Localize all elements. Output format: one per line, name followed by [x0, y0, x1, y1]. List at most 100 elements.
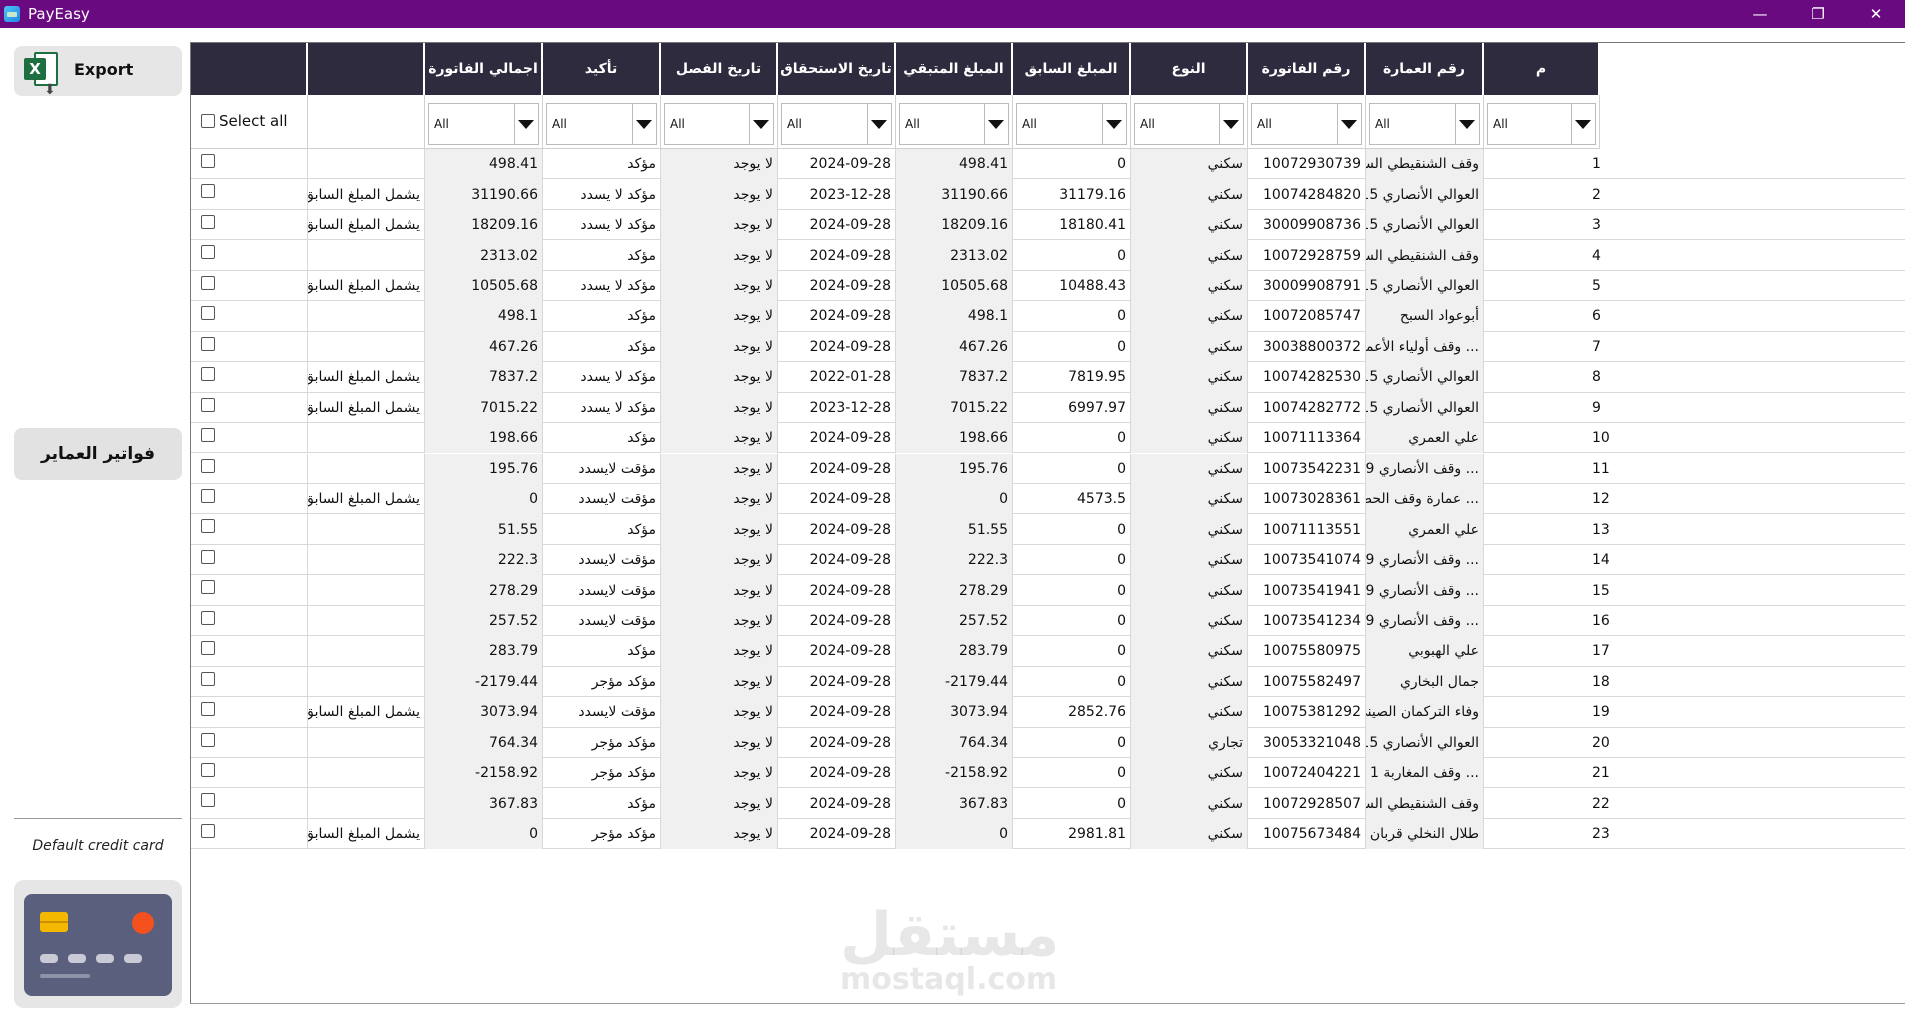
table-row[interactable]: 198.66 مؤكد لا يوجد 2024-09-28 198.66 0 سكني 10…	[191, 423, 1905, 454]
cell-due-date: 2023-12-28	[778, 392, 896, 424]
row-checkbox[interactable]	[201, 823, 215, 838]
column-header-cutoff[interactable]: تاريخ الفصل	[661, 43, 778, 95]
row-checkbox[interactable]	[201, 671, 215, 686]
row-checkbox[interactable]	[201, 488, 215, 503]
table-row[interactable]: 367.83 مؤكد لا يوجد 2024-09-28 367.83 0 سكني 10…	[191, 788, 1905, 819]
select-all-control[interactable]: Select all	[201, 112, 288, 130]
table-row[interactable]: يشمل المبلغ السابق 7837.2 مؤكد لا يسدد لا ي…	[191, 362, 1905, 393]
column-header-type[interactable]: النوع	[1131, 43, 1248, 95]
row-checkbox[interactable]	[201, 458, 215, 473]
table-row[interactable]: يشمل المبلغ السابق 7015.22 مؤكد لا يسدد لا …	[191, 392, 1905, 424]
table-row[interactable]: 195.76 مؤقت لايسدد لا يوجد 2024-09-28 195.76…	[191, 453, 1905, 484]
row-checkbox[interactable]	[201, 732, 215, 747]
column-header-select[interactable]	[191, 43, 308, 95]
table-row[interactable]: يشمل المبلغ السابق 3073.94 مؤقت لايسدد لا ي…	[191, 697, 1905, 728]
table-row[interactable]: 2313.02 مؤكد لا يوجد 2024-09-28 2313.02 0 سكني…	[191, 240, 1905, 271]
cell-remaining: 0	[896, 483, 1013, 515]
cell-previous: 4573.5	[1013, 483, 1131, 515]
filter-dropdown-remaining[interactable]: All	[899, 103, 1009, 145]
table-row[interactable]: -2158.92 مؤكد مؤجر لا يوجد 2024-09-28 -2158.…	[191, 758, 1905, 789]
row-checkbox[interactable]	[201, 306, 215, 321]
table-row[interactable]: 257.52 مؤقت لايسدد لا يوجد 2024-09-28 257.52…	[191, 605, 1905, 637]
row-checkbox[interactable]	[201, 549, 215, 564]
table-row[interactable]: يشمل المبلغ السابق 31190.66 مؤكد لا يسدد لا…	[191, 179, 1905, 210]
table-row[interactable]: 283.79 مؤكد لا يوجد 2024-09-28 283.79 0 سكني 10…	[191, 636, 1905, 667]
close-button[interactable]: ✕	[1869, 5, 1883, 23]
table-row[interactable]: 278.29 مؤقت لايسدد لا يوجد 2024-09-28 278.29…	[191, 575, 1905, 606]
column-header-due-date[interactable]: تاريخ الاستحقاق	[778, 43, 896, 95]
chevron-down-icon[interactable]	[1455, 104, 1479, 144]
maximize-button[interactable]: ❐	[1811, 5, 1825, 23]
cell-note	[308, 453, 425, 484]
column-header-index[interactable]: م	[1484, 43, 1600, 95]
row-checkbox[interactable]	[201, 336, 215, 351]
filter-dropdown-invoice[interactable]: All	[1251, 103, 1362, 145]
filter-cell-previous: All	[1013, 95, 1131, 149]
column-header-total[interactable]: اجمالي الفاتورة	[425, 43, 543, 95]
row-checkbox[interactable]	[201, 763, 215, 777]
table-row[interactable]: 498.41 مؤكد لا يوجد 2024-09-28 498.41 0 سكني 10…	[191, 149, 1905, 180]
table-row[interactable]: 51.55 مؤكد لا يوجد 2024-09-28 51.55 0 سكني 1007…	[191, 514, 1905, 545]
row-checkbox[interactable]	[201, 702, 215, 717]
cell-total: 467.26	[425, 331, 543, 363]
row-checkbox[interactable]	[201, 519, 215, 534]
row-select-cell	[191, 575, 308, 606]
table-row[interactable]: 222.3 مؤقت لايسدد لا يوجد 2024-09-28 222.3 0 س…	[191, 544, 1905, 576]
table-row[interactable]: يشمل المبلغ السابق 0 مؤقت لايسدد لا يوجد 202…	[191, 483, 1905, 515]
cell-invoice: 10071113364	[1248, 423, 1366, 454]
filter-dropdown-total[interactable]: All	[428, 103, 539, 145]
table-row[interactable]: يشمل المبلغ السابق 10505.68 مؤكد لا يسدد لا…	[191, 270, 1905, 302]
filter-dropdown-confirm[interactable]: All	[546, 103, 657, 145]
row-checkbox[interactable]	[201, 397, 215, 412]
filter-dropdown-previous[interactable]: All	[1016, 103, 1127, 145]
chevron-down-icon[interactable]	[749, 104, 773, 144]
filter-dropdown-index[interactable]: All	[1487, 103, 1596, 145]
table-row[interactable]: 764.34 مؤكد مؤجر لا يوجد 2024-09-28 764.34 0 ت…	[191, 727, 1905, 758]
chevron-down-icon[interactable]	[1219, 104, 1243, 144]
table-row[interactable]: 467.26 مؤكد لا يوجد 2024-09-28 467.26 0 سكني 30…	[191, 331, 1905, 363]
select-all-checkbox[interactable]	[201, 114, 215, 128]
filter-dropdown-cutoff[interactable]: All	[664, 103, 774, 145]
buildings-invoices-button[interactable]: فواتير العماير	[14, 428, 182, 480]
cell-type: سكني	[1131, 149, 1248, 180]
column-header-note[interactable]	[308, 43, 425, 95]
minimize-button[interactable]: —	[1752, 5, 1768, 23]
table-row[interactable]: يشمل المبلغ السابق 0 مؤكد مؤجر لا يوجد 2024-…	[191, 818, 1905, 850]
column-header-previous[interactable]: المبلغ السابق	[1013, 43, 1131, 95]
cell-building: جمال البخاري	[1366, 666, 1484, 698]
column-header-confirm[interactable]: تأكيد	[543, 43, 661, 95]
row-checkbox[interactable]	[201, 580, 215, 595]
chevron-down-icon[interactable]	[984, 104, 1008, 144]
chevron-down-icon[interactable]	[514, 104, 538, 144]
row-checkbox[interactable]	[201, 214, 215, 229]
table-row[interactable]: 498.1 مؤكد لا يوجد 2024-09-28 498.1 0 سكني 1007…	[191, 301, 1905, 332]
filter-dropdown-due-date[interactable]: All	[781, 103, 892, 145]
row-checkbox[interactable]	[201, 428, 215, 443]
cell-invoice: 10072930739	[1248, 149, 1366, 180]
table-row[interactable]: يشمل المبلغ السابق 18209.16 مؤكد لا يسدد لا…	[191, 209, 1905, 241]
row-checkbox[interactable]	[201, 793, 215, 808]
column-header-invoice[interactable]: رقم الفاتورة	[1248, 43, 1366, 95]
filter-dropdown-type[interactable]: All	[1134, 103, 1244, 145]
cell-building: وقف الشنقيطي السبح	[1366, 788, 1484, 819]
chevron-down-icon[interactable]	[1337, 104, 1361, 144]
chevron-down-icon[interactable]	[1571, 104, 1595, 144]
row-checkbox[interactable]	[201, 154, 215, 168]
column-header-building[interactable]: رقم العمارة	[1366, 43, 1484, 95]
credit-card-button[interactable]	[14, 880, 182, 1008]
chevron-down-icon[interactable]	[632, 104, 656, 144]
filter-dropdown-building[interactable]: All	[1369, 103, 1480, 145]
row-checkbox[interactable]	[201, 610, 215, 625]
row-select-cell	[191, 727, 308, 758]
row-checkbox[interactable]	[201, 184, 215, 199]
chevron-down-icon[interactable]	[1102, 104, 1126, 144]
table-row[interactable]: -2179.44 مؤكد مؤجر لا يوجد 2024-09-28 -2179.…	[191, 666, 1905, 698]
column-header-remaining[interactable]: المبلغ المتبقي	[896, 43, 1013, 95]
row-checkbox[interactable]	[201, 245, 215, 260]
cell-note	[308, 331, 425, 363]
row-checkbox[interactable]	[201, 367, 215, 382]
chevron-down-icon[interactable]	[867, 104, 891, 144]
row-checkbox[interactable]	[201, 275, 215, 290]
row-checkbox[interactable]	[201, 641, 215, 656]
export-button[interactable]: X ⬇ Export	[14, 46, 182, 98]
